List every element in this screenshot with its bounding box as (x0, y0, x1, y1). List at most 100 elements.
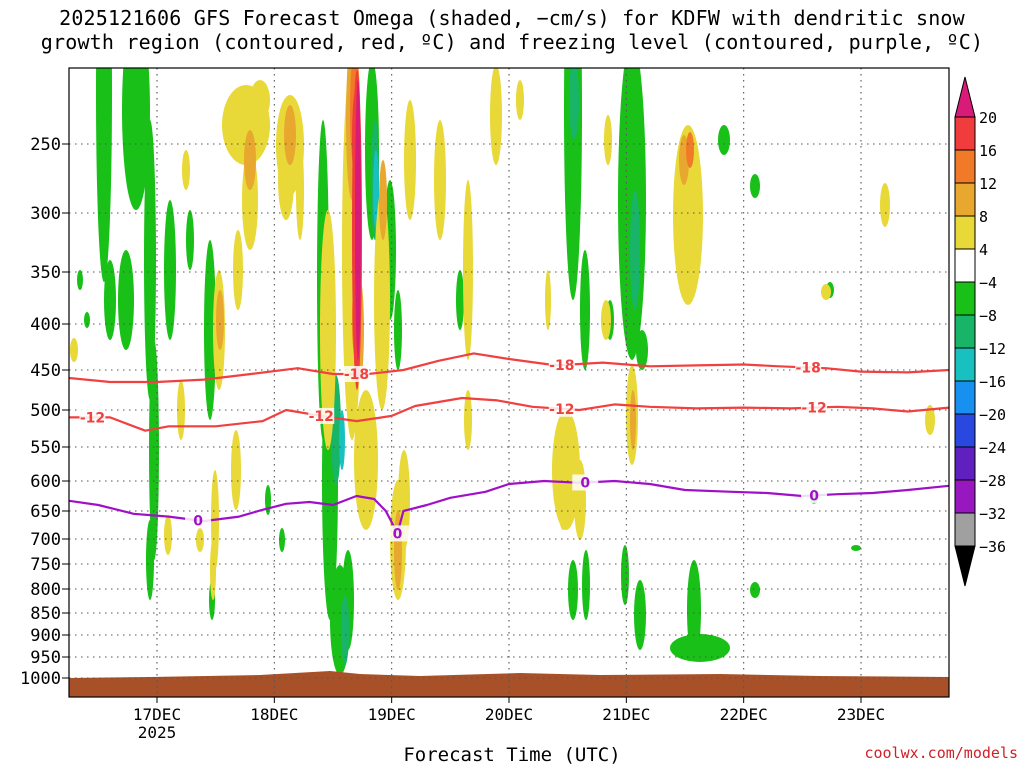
omega-shade-grn (204, 240, 216, 420)
y-tick-label-550: 550 (30, 438, 61, 458)
omega-shade-yel (177, 380, 185, 440)
x-axis: 17DEC 18DEC 19DEC 20DEC 21DEC 22DEC 23DEC 2025 (133, 697, 885, 742)
x-tick-label-19dec: 19DEC (368, 705, 416, 724)
omega-shade-grn (568, 560, 578, 620)
contour-label-bg-freezing-2 (572, 474, 599, 491)
omega-shade-yel (164, 515, 172, 555)
omega-shade-gold (379, 160, 387, 240)
contour-label-bg-minus12-1 (308, 407, 335, 424)
colorbar-swatch-12 (954, 512, 976, 547)
omega-shade-gold (244, 130, 256, 190)
contour-label-bg-freezing-3 (801, 487, 828, 504)
colorbar-label-13: −36 (979, 538, 1006, 556)
omega-shade-grn (146, 520, 154, 600)
colorbar-swatch-6 (954, 314, 976, 349)
y-tick-label-500: 500 (30, 401, 61, 421)
omega-shade-yel (604, 115, 612, 165)
omega-shade-grn (186, 210, 194, 270)
chart-title: 2025121606 GFS Forecast Omega (shaded, −… (0, 6, 1024, 54)
colorbar-label-5: −4 (979, 274, 997, 292)
y-tick-label-650: 650 (30, 502, 61, 522)
omega-shade-grn (164, 200, 176, 340)
y-tick-label-850: 850 (30, 604, 61, 624)
omega-shade-grn (118, 250, 134, 350)
chart-title-line1: 2025121606 GFS Forecast Omega (shaded, −… (59, 6, 965, 30)
contour-label-bg-minus18-1 (548, 357, 575, 374)
y-tick-label-350: 350 (30, 263, 61, 283)
omega-shade-teal (341, 595, 349, 665)
x-axis-label: Forecast Time (UTC) (403, 744, 621, 766)
omega-shade-mag (355, 80, 361, 360)
omega-shade-grn (456, 270, 464, 330)
y-tick-label-900: 900 (30, 626, 61, 646)
omega-shade-grn (750, 582, 760, 598)
colorbar-label-2: 12 (979, 175, 997, 193)
omega-shade-yel (821, 284, 831, 300)
contour-minus12 (69, 396, 949, 432)
x-tick-label-20dec: 20DEC (485, 705, 533, 724)
omega-shade-yel (574, 460, 586, 540)
y-tick-label-450: 450 (30, 361, 61, 381)
colorbar-swatch-8 (954, 380, 976, 415)
colorbar-swatch-2 (954, 182, 976, 217)
omega-shade-teal (630, 190, 640, 310)
contour-label-bg-minus12-0 (79, 409, 106, 426)
omega-shade-yel (70, 338, 78, 362)
contour-label-bg-freezing-0 (185, 512, 212, 529)
chart-title-line2: growth region (contoured, red, ºC) and f… (40, 30, 984, 54)
omega-shade-grn (636, 330, 648, 370)
omega-shade-yel (434, 120, 446, 240)
colorbar-swatch-0 (954, 116, 976, 151)
omega-shade-yel (231, 430, 241, 510)
colorbar-label-0: 20 (979, 109, 997, 127)
y-tick-label-750: 750 (30, 555, 61, 575)
colorbar-label-7: −12 (979, 340, 1006, 358)
omega-shade-yel (320, 210, 336, 450)
colorbar-label-10: −24 (979, 439, 1006, 457)
colorbar-bottom-arrow (954, 545, 976, 587)
contour-label-minus12-1: -12 (309, 409, 334, 425)
site-credit: coolwx.com/models (864, 744, 1018, 762)
colorbar-label-6: −8 (979, 307, 997, 325)
contour-label-minus18-1: -18 (549, 358, 574, 374)
contour-lines: -18 -18 -18 -12 -12 -12 -12 0 0 0 0 (69, 352, 949, 542)
colorbar-label-12: −32 (979, 505, 1006, 523)
omega-shade-grn (718, 125, 730, 155)
omega-shade-grn (279, 528, 285, 552)
y-tick-label-950: 950 (30, 648, 61, 668)
colorbar-top-arrow (954, 76, 976, 118)
y-tick-label-400: 400 (30, 315, 61, 335)
colorbar-swatch-9 (954, 413, 976, 448)
omega-shade-teal (569, 68, 579, 140)
omega-shade-yel (558, 470, 568, 530)
contour-label-bg-minus18-2 (795, 359, 822, 376)
omega-shade-yel (516, 80, 524, 120)
contour-label-bg-minus12-3 (801, 399, 828, 416)
omega-shade-grn (104, 260, 116, 340)
omega-shade-yel (210, 540, 216, 600)
omega-shade-org (686, 132, 694, 168)
omega-shading (69, 68, 949, 697)
x-tick-label-17dec: 17DEC (133, 705, 181, 724)
y-axis: 2503003504004505005506006507007508008509… (20, 135, 69, 689)
contour-label-bg-minus18-0 (343, 366, 370, 382)
omega-shade-grn (582, 550, 590, 620)
colorbar-swatch-4 (954, 248, 976, 283)
omega-shade-gold (284, 105, 296, 165)
omega-shade-grn (618, 68, 646, 360)
y-tick-label-300: 300 (30, 204, 61, 224)
omega-shade-grn (122, 68, 150, 210)
colorbar-swatch-3 (954, 215, 976, 250)
omega-shade-yel (545, 270, 551, 330)
colorbar-swatch-5 (954, 281, 976, 316)
contour-label-minus18-0: -18 (344, 367, 369, 383)
contour-label-minus18-2: -18 (796, 360, 821, 376)
contour-label-freezing-1: 0 (393, 526, 403, 542)
omega-shade-yel (354, 390, 378, 530)
x-year-label: 2025 (138, 723, 177, 742)
plot-grid (69, 68, 949, 697)
x-tick-label-18dec: 18DEC (250, 705, 298, 724)
y-tick-label-1000: 1000 (20, 669, 61, 689)
contour-label-freezing-2: 0 (580, 476, 590, 492)
